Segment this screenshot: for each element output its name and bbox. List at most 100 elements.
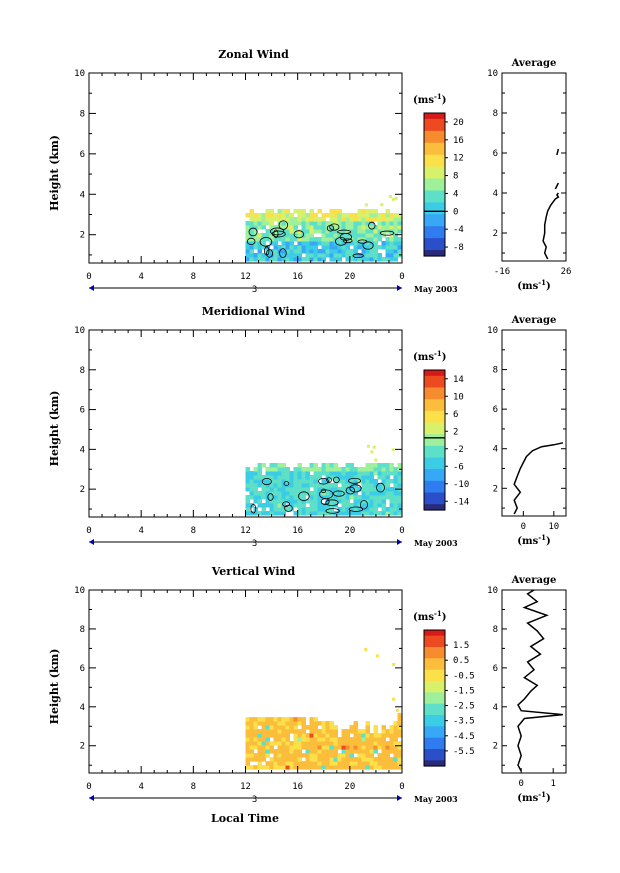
heatmap-cell: [385, 483, 390, 488]
heatmap-cell: [277, 717, 282, 722]
heatmap-cell: [388, 194, 392, 198]
colorbar-segment: [424, 148, 445, 153]
heatmap-cell: [391, 197, 395, 201]
heatmap-cell: [361, 749, 366, 754]
heatmap-cell: [293, 487, 298, 492]
heatmap-cell: [397, 753, 402, 758]
heatmap-cell: [309, 503, 314, 508]
heatmap-cell: [305, 749, 310, 754]
avg-x-tick-label: 0: [521, 522, 526, 532]
heatmap-cell: [305, 253, 310, 258]
heatmap-cell: [297, 209, 302, 214]
y-tick-label: 2: [80, 231, 85, 241]
heatmap-cell: [325, 725, 330, 730]
heatmap-cell: [385, 467, 390, 472]
heatmap-cell: [253, 511, 258, 516]
unit-label: (ms-1): [413, 92, 446, 106]
heatmap-cell: [385, 741, 390, 746]
heatmap-cell: [381, 729, 386, 734]
heatmap-cell: [341, 749, 346, 754]
heatmap-cell: [357, 507, 362, 512]
heatmap-cell: [261, 237, 266, 242]
heatmap-cell: [393, 225, 398, 230]
heatmap-cell: [385, 765, 390, 770]
heatmap-cell: [313, 761, 318, 766]
heatmap-cell: [269, 745, 274, 750]
zero-contour: [273, 229, 279, 239]
zero-contour: [334, 237, 347, 246]
heatmap-cell: [325, 487, 330, 492]
heatmap-cell: [293, 511, 298, 516]
heatmap-cell: [321, 721, 326, 726]
heatmap-cell: [321, 467, 326, 472]
heatmap-cell: [321, 229, 326, 234]
heatmap-cell: [261, 479, 266, 484]
heatmap-cell: [385, 213, 390, 218]
heatmap-cell: [301, 479, 306, 484]
colorbar-segment: [424, 387, 445, 392]
heatmap-cell: [369, 245, 374, 250]
heatmap-cell: [393, 753, 398, 758]
heatmap-cell: [357, 511, 362, 516]
heatmap-cell: [257, 257, 262, 262]
heatmap-cell: [393, 241, 398, 246]
heatmap-cell: [297, 503, 302, 508]
heatmap-cell: [301, 217, 306, 222]
heatmap-cell: [269, 257, 274, 262]
heatmap-cell: [353, 233, 358, 238]
heatmap-cell: [305, 229, 310, 234]
heatmap-cell: [329, 209, 334, 214]
heatmap-cell: [329, 499, 334, 504]
heatmap-cell: [391, 448, 395, 452]
colorbar-segment: [424, 136, 445, 141]
heatmap-cell: [289, 725, 294, 730]
heatmap-cell: [325, 749, 330, 754]
heatmap-cell: [325, 467, 330, 472]
heatmap-cell: [281, 745, 286, 750]
heatmap-cell: [377, 491, 382, 496]
heatmap-cell: [305, 213, 310, 218]
colorbar-segment: [424, 469, 445, 473]
zero-contour: [349, 484, 362, 493]
heatmap-cell: [377, 757, 382, 762]
heatmap-cell: [317, 237, 322, 242]
heatmap-cell: [245, 511, 250, 516]
colorbar-segment: [424, 145, 445, 150]
heatmap-cell: [381, 221, 386, 226]
heatmap-cell: [257, 749, 262, 754]
colorbar-segment: [424, 399, 445, 403]
colorbar-segment: [424, 226, 445, 230]
heatmap-cell: [281, 483, 286, 488]
heatmap-cell: [277, 237, 282, 242]
heatmap-cell: [393, 495, 398, 500]
heatmap-cell: [309, 217, 314, 222]
heatmap-cell: [269, 495, 274, 500]
heatmap-cell: [301, 761, 306, 766]
heatmap-cell: [337, 757, 342, 762]
heatmap-cell: [349, 241, 354, 246]
heatmap-cell: [289, 483, 294, 488]
colorbar-segment: [424, 437, 445, 441]
heatmap-cell: [313, 721, 318, 726]
heatmap-cell: [269, 475, 274, 480]
colorbar-tick-label: 6: [453, 410, 458, 420]
heatmap-cell: [257, 741, 262, 746]
heatmap-cell: [361, 467, 366, 472]
heatmap-cell: [249, 717, 254, 722]
heatmap-cell: [369, 221, 374, 226]
heatmap-cell: [301, 721, 306, 726]
heatmap-cell: [357, 209, 362, 214]
heatmap-cell: [397, 479, 402, 484]
heatmap-cell: [245, 249, 250, 254]
heatmap-cell: [337, 495, 342, 500]
heatmap-cell: [333, 725, 338, 730]
heatmap-cell: [285, 729, 290, 734]
average-title: Average: [511, 315, 557, 326]
heatmap-cell: [349, 217, 354, 222]
colorbar-segment: [424, 121, 445, 126]
heatmap-cell: [329, 253, 334, 258]
heatmap-cell: [309, 729, 314, 734]
heatmap-cell: [349, 737, 354, 742]
heatmap-cell: [297, 241, 302, 246]
heatmap-cell: [253, 491, 258, 496]
